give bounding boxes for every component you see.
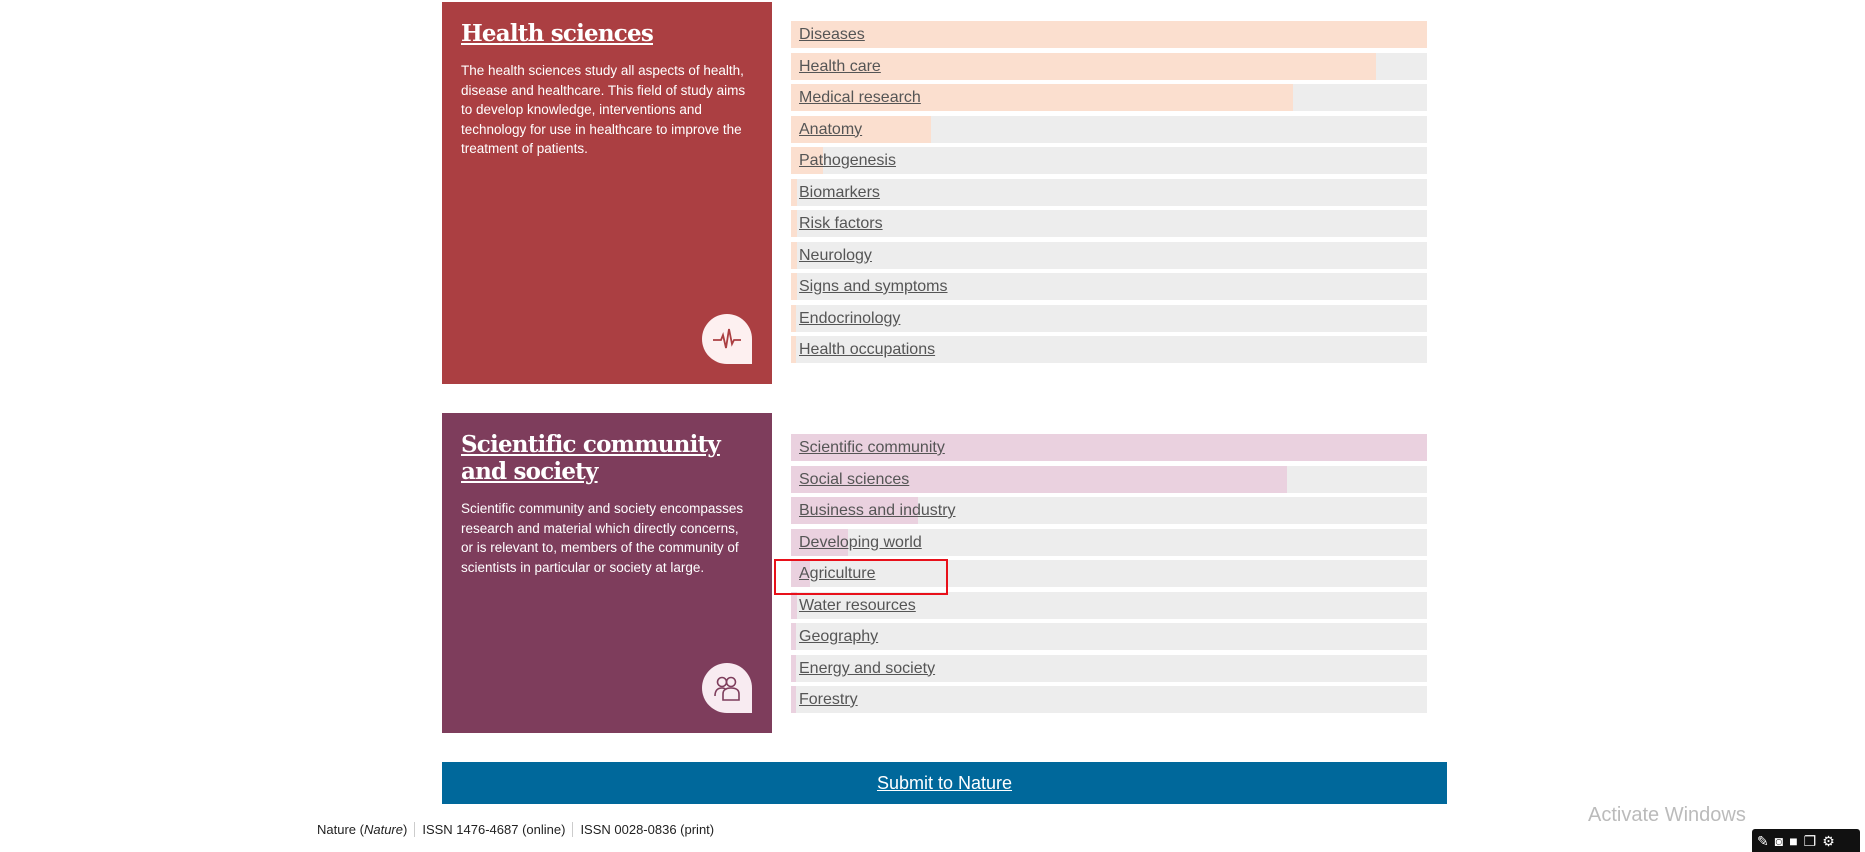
section-title: Scientific community and society (461, 431, 753, 485)
health-topics-list: Diseases Health care Medical research Anato… (791, 21, 1427, 368)
scientific-community-topics-list: Scientific community Social sciences Busin… (791, 434, 1427, 718)
topic-share-bar (791, 528, 849, 556)
section-description: Scientific community and society encompa… (461, 501, 744, 575)
topic-link[interactable]: Endocrinology (799, 309, 901, 327)
topic-share-bar (791, 591, 798, 619)
section-description: The health sciences study all aspects of… (461, 63, 746, 156)
topic-share-bar (791, 497, 919, 524)
topic-link[interactable]: Energy and society (799, 659, 936, 677)
topic-row: Energy and society (791, 654, 1427, 682)
health-sciences-link[interactable]: Health sciences (461, 20, 654, 47)
topic-share-bar (791, 434, 1427, 461)
topic-row: Anatomy (791, 115, 1427, 143)
topic-row: Biomarkers (791, 178, 1427, 206)
submit-to-nature-link[interactable]: Submit to Nature (876, 772, 1013, 793)
topic-share-bar (791, 623, 797, 650)
topic-share-bar (791, 210, 798, 237)
window-icon[interactable]: ❐ (1803, 832, 1817, 849)
topic-row: Developing world (791, 528, 1427, 556)
topic-row: Pathogenesis (791, 147, 1427, 174)
topic-link[interactable]: Health care (799, 57, 881, 75)
topic-share-bar (791, 21, 1427, 48)
topic-share-bar (791, 654, 797, 682)
topic-link[interactable]: Diseases (799, 26, 865, 43)
journal-label: Nature ( (317, 822, 364, 837)
topic-link[interactable]: Pathogenesis (799, 152, 896, 169)
topic-link[interactable]: Scientific community (799, 439, 945, 456)
topic-row: Neurology (791, 241, 1427, 269)
topic-share-bar (791, 147, 823, 174)
topic-share-bar (791, 465, 1288, 493)
activate-windows-watermark: Activate Windows (1588, 804, 1746, 826)
topic-link[interactable]: Medical research (799, 89, 921, 106)
topic-row: Endocrinology (791, 304, 1427, 332)
topic-row: Signs and symptoms (791, 273, 1427, 300)
topic-share-bar (791, 336, 797, 363)
topic-row: Risk factors (791, 210, 1427, 237)
topic-link[interactable]: Forestry (799, 691, 858, 708)
topic-share-bar (791, 560, 811, 587)
scientific-community-link[interactable]: Scientific community and society (461, 431, 721, 485)
video-icon[interactable]: ■ (1789, 832, 1798, 849)
camera-icon[interactable]: ◙ (1774, 832, 1784, 849)
topic-share-bar (791, 241, 798, 269)
topic-link[interactable]: Business and industry (799, 502, 956, 519)
capture-toolbar: ✎ ◙ ■ ❐ ⚙ (1752, 829, 1860, 852)
topic-link[interactable]: Signs and symptoms (799, 278, 948, 295)
pin-icon[interactable]: ✎ (1757, 832, 1769, 849)
topic-link[interactable]: Water resources (799, 596, 916, 614)
footer: Nature (Nature) ISSN 1476-4687 (online) … (317, 822, 721, 837)
topic-row: Business and industry (791, 497, 1427, 524)
submit-banner[interactable]: Submit to Nature (442, 762, 1447, 804)
issn-online: ISSN 1476-4687 (online) (414, 822, 572, 837)
topic-row: Geography (791, 623, 1427, 650)
topic-link[interactable]: Geography (799, 628, 879, 645)
topic-share-bar (791, 686, 797, 713)
topic-link[interactable]: Health occupations (799, 341, 936, 358)
issn-print: ISSN 0028-0836 (print) (572, 822, 721, 837)
topic-row: Water resources (791, 591, 1427, 619)
topic-link[interactable]: Agriculture (799, 565, 876, 582)
topic-row: Agriculture (791, 560, 1427, 587)
topic-share-bar (791, 84, 1294, 111)
topic-row: Medical research (791, 84, 1427, 111)
topic-row: Diseases (791, 21, 1427, 48)
topic-link[interactable]: Developing world (799, 533, 922, 551)
topic-share-bar (791, 304, 797, 332)
topic-link[interactable]: Anatomy (799, 120, 863, 138)
journal-name: Nature (Nature) (317, 822, 414, 837)
topic-row: Forestry (791, 686, 1427, 713)
topic-share-bar (791, 273, 798, 300)
topic-share-bar (791, 52, 1377, 80)
section-title: Health sciences (461, 20, 753, 47)
topic-row: Social sciences (791, 465, 1427, 493)
health-sciences-panel: Health sciences The health sciences stud… (442, 2, 772, 384)
people-icon (702, 663, 752, 713)
topic-row: Health occupations (791, 336, 1427, 363)
gear-icon[interactable]: ⚙ (1822, 832, 1835, 849)
scientific-community-panel: Scientific community and society Scienti… (442, 413, 772, 733)
highlight-box (774, 559, 948, 595)
topic-row: Health care (791, 52, 1427, 80)
heartbeat-icon (702, 314, 752, 364)
topic-link[interactable]: Neurology (799, 246, 872, 264)
topic-link[interactable]: Biomarkers (799, 183, 880, 201)
topic-row: Scientific community (791, 434, 1427, 461)
journal-close: ) (403, 822, 408, 837)
topic-share-bar (791, 178, 798, 206)
topic-link[interactable]: Risk factors (799, 215, 883, 232)
topic-link[interactable]: Social sciences (799, 470, 910, 488)
journal-abbrev: Nature (363, 822, 403, 837)
topic-share-bar (791, 115, 931, 143)
